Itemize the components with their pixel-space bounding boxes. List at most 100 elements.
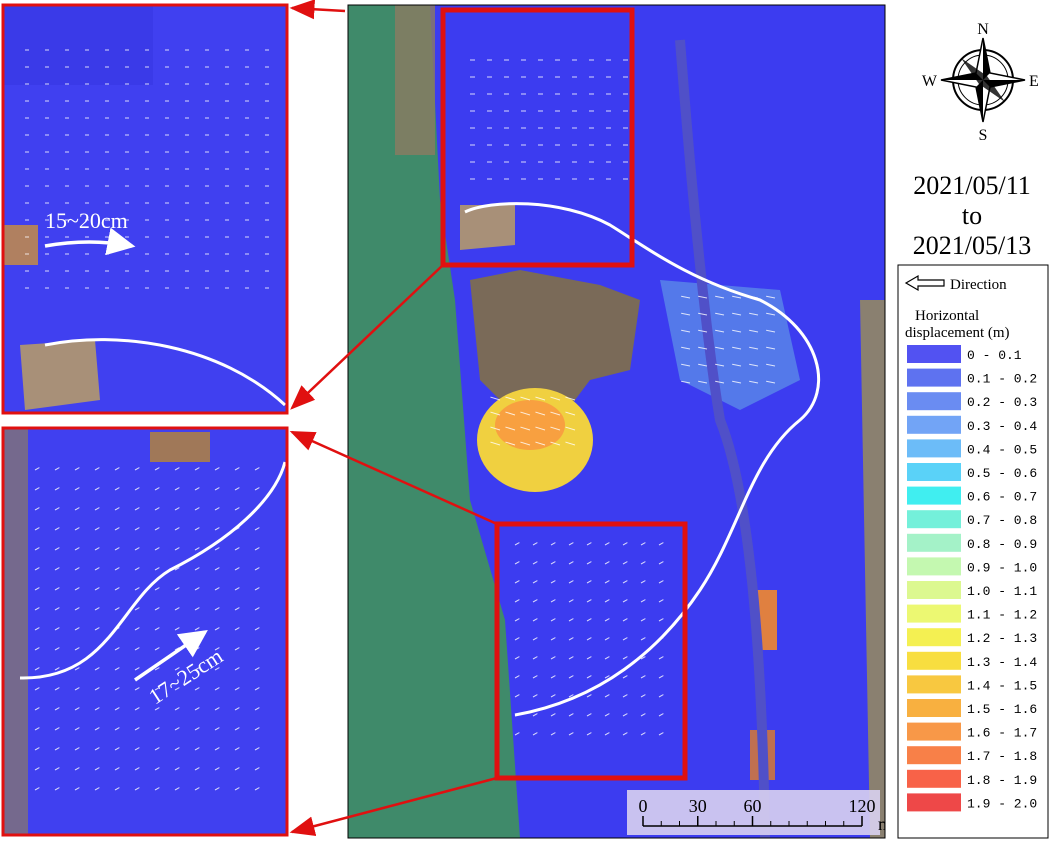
- displacement-arrow: [254, 587, 260, 591]
- displacement-arrow: [54, 767, 60, 771]
- displacement-arrow: [94, 587, 100, 591]
- displacement-arrow: [214, 527, 220, 531]
- displacement-arrow: [490, 426, 501, 431]
- displacement-arrow: [550, 396, 561, 401]
- displacement-arrow: [174, 727, 180, 731]
- displacement-arrow: [568, 599, 574, 603]
- displacement-arrow: [550, 561, 556, 565]
- displacement-arrow: [640, 618, 646, 622]
- displacement-arrow: [766, 295, 776, 299]
- legend-label: 0.2 - 0.3: [967, 395, 1037, 410]
- legend-swatch: [907, 439, 961, 458]
- displacement-arrow: [194, 507, 200, 511]
- displacement-arrow: [732, 363, 742, 367]
- displacement-arrow: [658, 561, 664, 565]
- displacement-arrow: [74, 667, 80, 671]
- displacement-arrow: [34, 547, 40, 551]
- displacement-arrow: [94, 527, 100, 531]
- displacement-arrow: [54, 507, 60, 511]
- legend-swatch: [907, 345, 961, 363]
- displacement-arrow: [550, 694, 556, 698]
- displacement-arrow: [134, 767, 140, 771]
- displacement-arrow: [214, 487, 220, 491]
- legend-swatch: [907, 486, 961, 505]
- displacement-arrow: [194, 487, 200, 491]
- displacement-arrow: [134, 587, 140, 591]
- displacement-arrow: [622, 618, 628, 622]
- date-end: 2021/05/13: [913, 231, 1031, 260]
- displacement-arrow: [154, 687, 160, 691]
- displacement-arrow: [74, 787, 80, 791]
- displacement-arrow: [194, 567, 200, 571]
- displacement-arrow: [550, 426, 561, 431]
- displacement-arrow: [134, 507, 140, 511]
- displacement-arrow: [535, 426, 546, 431]
- displacement-arrow: [520, 411, 531, 416]
- displacement-arrow: [622, 542, 628, 546]
- displacement-arrow: [174, 467, 180, 471]
- displacement-arrow: [234, 647, 240, 651]
- legend-swatch: [907, 533, 961, 552]
- legend-label: 0.3 - 0.4: [967, 419, 1037, 434]
- displacement-arrow: [34, 787, 40, 791]
- legend-label: 0.9 - 1.0: [967, 560, 1037, 575]
- displacement-arrow: [114, 567, 120, 571]
- displacement-arrow: [34, 747, 40, 751]
- displacement-arrow: [234, 707, 240, 711]
- legend-label: 0.7 - 0.8: [967, 513, 1037, 528]
- displacement-arrow: [194, 627, 200, 631]
- legend-swatch: [907, 604, 961, 623]
- displacement-arrow: [234, 627, 240, 631]
- scale-tick-label: 30: [689, 796, 707, 816]
- displacement-arrow: [74, 467, 80, 471]
- displacement-arrow: [586, 675, 592, 679]
- legend-label: 0.5 - 0.6: [967, 466, 1037, 481]
- displacement-arrow: [134, 567, 140, 571]
- displacement-arrow: [194, 547, 200, 551]
- displacement-arrow: [622, 732, 628, 736]
- displacement-arrow: [622, 656, 628, 660]
- displacement-arrow: [154, 507, 160, 511]
- displacement-arrow: [254, 707, 260, 711]
- displacement-arrow: [568, 713, 574, 717]
- displacement-arrow: [550, 580, 556, 584]
- displacement-arrow: [114, 787, 120, 791]
- displacement-arrow: [732, 380, 742, 384]
- inset-bottom: 17~25cm: [3, 428, 287, 835]
- displacement-arrow: [658, 542, 664, 546]
- displacement-arrow: [698, 312, 708, 316]
- displacement-arrow: [94, 547, 100, 551]
- legend-title: displacement (m): [905, 325, 1010, 341]
- displacement-arrow: [550, 675, 556, 679]
- displacement-arrow: [254, 567, 260, 571]
- legend-swatch: [907, 392, 961, 411]
- displacement-arrow: [622, 561, 628, 565]
- displacement-arrow: [114, 587, 120, 591]
- displacement-arrow: [658, 580, 664, 584]
- displacement-arrow: [520, 426, 531, 431]
- displacement-arrow: [622, 675, 628, 679]
- displacement-arrow: [586, 656, 592, 660]
- displacement-arrow: [640, 542, 646, 546]
- displacement-arrow: [568, 656, 574, 660]
- displacement-arrow: [94, 667, 100, 671]
- period: 2021/05/11 to 2021/05/13: [913, 171, 1031, 260]
- legend-label: 1.8 - 1.9: [967, 773, 1037, 788]
- displacement-arrow: [604, 675, 610, 679]
- displacement-arrow: [134, 747, 140, 751]
- displacement-arrow: [154, 727, 160, 731]
- legend-direction: Direction: [950, 277, 1007, 293]
- legend-label: 1.1 - 1.2: [967, 608, 1037, 623]
- legend-label: 0.1 - 0.2: [967, 372, 1037, 387]
- displacement-arrow: [34, 707, 40, 711]
- displacement-arrow: [604, 713, 610, 717]
- displacement-arrow: [94, 567, 100, 571]
- legend-label: 0.8 - 0.9: [967, 537, 1037, 552]
- displacement-arrow: [154, 567, 160, 571]
- displacement-arrow: [114, 607, 120, 611]
- displacement-arrow: [565, 426, 576, 431]
- displacement-arrow: [34, 527, 40, 531]
